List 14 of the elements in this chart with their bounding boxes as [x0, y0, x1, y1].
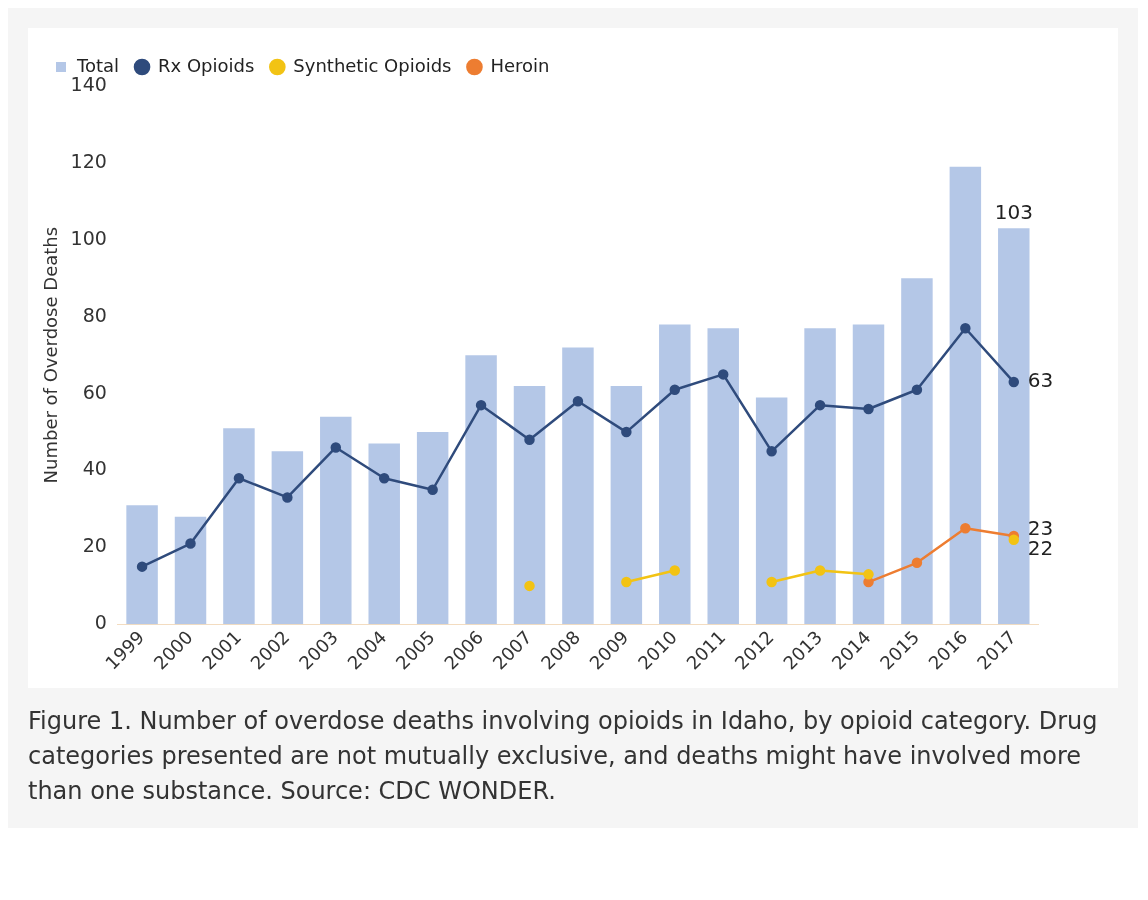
- legend-label: Heroin: [490, 54, 550, 76]
- y-tick-label: 20: [82, 534, 107, 557]
- y-tick-label: 100: [70, 226, 107, 249]
- y-tick-label: 80: [82, 303, 107, 326]
- y-tick-label: 60: [82, 380, 107, 403]
- y-axis-title: Number of Overdose Deaths: [40, 226, 62, 484]
- caption: Figure 1. Number of overdose deaths involving opioids in Idaho, by opioid category. Drug categories presented are not mutually exclusive, and deaths might have involved more than one substance. Source: CDC WONDER.: [28, 706, 1099, 807]
- y-tick-label: 40: [82, 457, 107, 480]
- data-label: 103: [994, 200, 1033, 225]
- legend-label: Rx Opioids: [158, 54, 255, 76]
- y-tick-label: 0: [94, 611, 107, 634]
- data-label: 63: [1027, 368, 1054, 393]
- legend-label: Synthetic Opioids: [293, 54, 452, 76]
- y-tick-label: 120: [70, 149, 107, 172]
